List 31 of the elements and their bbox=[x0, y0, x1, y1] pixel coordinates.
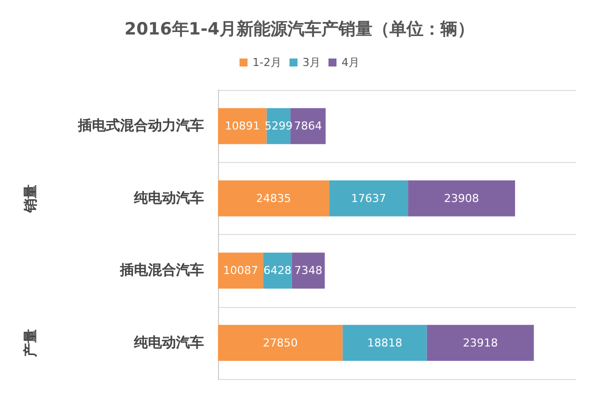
data-label: 7348 bbox=[294, 264, 322, 278]
chart-title: 2016年1-4月新能源汽车产销量（单位：辆） bbox=[124, 20, 475, 40]
y-tick-label: 插电式混合动力汽车 bbox=[77, 117, 204, 134]
text: 产量 bbox=[22, 328, 38, 358]
y-tick-label: 插电混合汽车 bbox=[119, 262, 204, 279]
bar bbox=[329, 180, 408, 216]
bar bbox=[426, 324, 534, 361]
legend-label: 3月 bbox=[302, 56, 320, 69]
data-label: 24835 bbox=[256, 192, 292, 205]
bar bbox=[290, 108, 326, 144]
y-tick-label: 纯电动汽车 bbox=[133, 334, 204, 351]
bar bbox=[408, 180, 516, 216]
data-label: 10087 bbox=[223, 264, 258, 278]
bar bbox=[218, 324, 343, 361]
bar bbox=[218, 108, 267, 144]
data-label: 18818 bbox=[367, 336, 402, 350]
bar bbox=[218, 180, 330, 216]
data-label: 23918 bbox=[462, 336, 498, 350]
y-tick-label: 纯电动汽车 bbox=[133, 189, 204, 206]
bar bbox=[292, 252, 325, 289]
text: 销量 bbox=[22, 184, 38, 214]
bar bbox=[342, 324, 427, 361]
data-label: 23908 bbox=[444, 192, 480, 205]
bar bbox=[218, 252, 264, 289]
data-label: 27850 bbox=[262, 336, 298, 350]
data-label: 6428 bbox=[264, 264, 292, 278]
data-label: 7864 bbox=[294, 120, 322, 133]
legend-label: 4月 bbox=[341, 56, 360, 69]
data-label: 10891 bbox=[224, 120, 260, 133]
data-label: 17637 bbox=[351, 192, 386, 205]
legend-label: 1-2月 bbox=[252, 56, 282, 69]
